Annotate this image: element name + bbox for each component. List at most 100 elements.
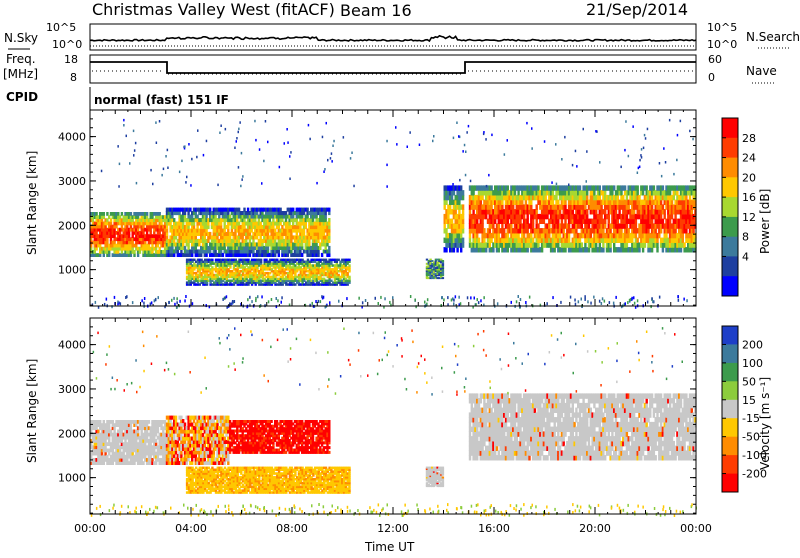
ground-scatter-cell [179,300,181,303]
scatter-cell [206,140,208,143]
scatter-cell [186,176,188,179]
echo-cell [617,195,619,200]
echo-cell [191,215,193,219]
freq-panel: Freq. [MHz] 18 8 60 0 Nave [3,52,777,84]
echo-cell [447,214,449,219]
scatter-cell [134,149,136,152]
scatter-cell [680,120,682,123]
echo-cell [196,215,198,219]
ground-scatter-cell [460,302,462,305]
echo-cell [481,219,483,224]
echo-cell [195,246,197,250]
scatter-cell [117,145,119,148]
echo-cell [445,228,447,233]
ground-scatter-cell [126,295,128,298]
scatter-cell [289,155,291,158]
echo-cell [490,185,492,190]
scatter-cell [123,119,125,122]
ground-scatter-cell [141,299,143,302]
ground-scatter-cell [601,302,603,305]
echo-cell [651,219,653,224]
echo-cell [462,223,464,228]
scatter-cell [167,149,169,152]
echo-cell [680,247,682,252]
scatter-cell [316,182,318,185]
echo-cell [602,247,604,252]
echo-cell [536,219,538,224]
echo-cell [676,190,678,195]
echo-cell [527,247,529,252]
echo-cell [260,235,262,239]
ground-scatter-cell [453,299,455,302]
echo-cell [575,228,577,233]
ground-scatter-cell [474,297,476,300]
echo-cell [490,204,492,209]
scatter-cell [486,185,488,188]
echo-cell [564,204,566,209]
ground-scatter-cell [511,301,513,304]
echo-cell [328,218,330,222]
echo-cell [514,190,516,195]
scatter-cell [468,125,470,128]
ground-scatter-cell [144,297,146,300]
ground-scatter-cell [321,295,323,298]
ground-scatter-cell [224,296,226,299]
echo-cell [564,200,566,205]
echo-cell [584,204,586,209]
echo-cell [519,219,521,224]
echo-cell [187,246,189,250]
echo-cell [660,200,662,205]
echo-cell [635,233,637,238]
echo-cell [218,215,220,219]
ground-scatter-cell [171,299,173,302]
scatter-cell [155,121,157,124]
scatter-cell [219,132,221,135]
echo-cell [490,238,492,243]
ground-scatter-cell [686,299,688,302]
echo-cell [469,209,471,214]
echo-cell [476,233,478,238]
echo-cell [620,228,622,233]
echo-cell [171,246,173,250]
ground-scatter-cell [174,303,176,306]
echo-cell [572,209,574,214]
echo-cell [249,239,251,243]
ground-scatter-cell [358,297,360,300]
ground-scatter-cell [609,301,611,304]
echo-cell [103,212,105,216]
echo-cell [483,238,485,243]
echo-cell [444,223,446,228]
echo-cell [205,253,207,257]
echo-cell [207,239,209,243]
scatter-cell [197,129,199,132]
scatter-cell [556,183,558,186]
echo-cell [238,222,240,226]
echo-cell [611,190,613,195]
echo-cell [642,190,644,195]
echo-cell [557,242,559,247]
echo-cell [445,247,447,252]
echo-cell [489,242,491,247]
echo-cell [609,247,611,252]
scatter-cell [163,168,165,171]
echo-cell [182,222,184,226]
echo-cell [252,239,254,243]
ground-scatter-cell [95,301,97,304]
echo-cell [617,219,619,224]
echo-cell [306,215,308,219]
ground-scatter-cell [318,300,320,303]
ground-scatter-cell [185,295,187,298]
ground-scatter-cell [120,302,122,305]
echo-cell [628,204,630,209]
scatter-cell [284,142,286,145]
scatter-cell [238,166,240,169]
echo-cell [180,249,182,253]
echo-cell [171,215,173,219]
echo-cell [348,259,350,262]
echo-cell [205,215,207,219]
echo-cell [671,214,673,219]
scatter-cell [239,121,241,124]
echo-cell [600,214,602,219]
scatter-cell [286,128,288,131]
echo-cell [673,195,675,200]
